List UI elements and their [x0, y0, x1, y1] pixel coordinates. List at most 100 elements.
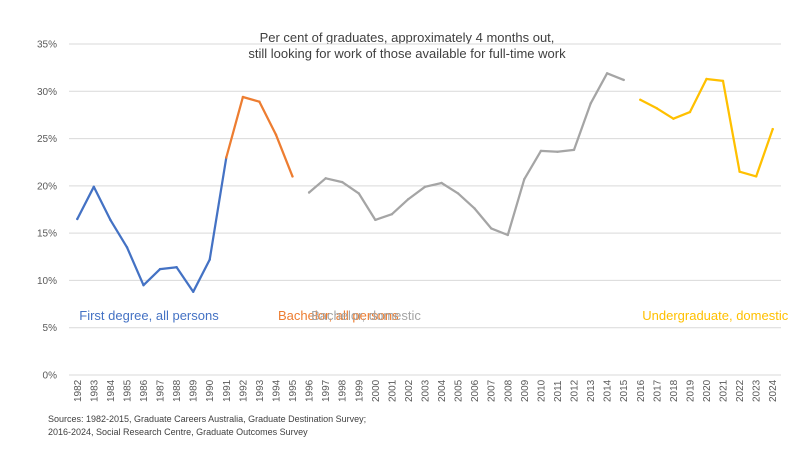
y-tick-label: 20%	[37, 181, 57, 192]
data-point	[771, 127, 774, 131]
x-tick-label: 1982	[73, 379, 84, 402]
data-point	[490, 227, 493, 230]
data-point	[556, 150, 559, 153]
x-tick-label: 1992	[238, 379, 249, 402]
data-point	[324, 177, 327, 180]
y-tick-label: 30%	[37, 87, 57, 98]
gridlines	[69, 43, 781, 376]
y-tick-label: 5%	[43, 323, 58, 334]
data-point	[225, 156, 228, 159]
data-point	[688, 110, 692, 114]
x-tick-label: 2014	[603, 379, 614, 402]
x-tick-label: 1985	[122, 379, 133, 402]
x-tick-label: 1990	[205, 379, 216, 402]
y-tick-label: 15%	[37, 229, 57, 240]
x-tick-label: 2019	[685, 379, 696, 402]
x-tick-label: 1989	[189, 379, 200, 402]
y-tick-label: 35%	[37, 40, 57, 51]
data-point	[374, 218, 377, 222]
x-tick-label: 2011	[553, 380, 564, 402]
data-point	[440, 181, 443, 185]
x-tick-label: 1994	[271, 379, 282, 402]
data-point	[589, 102, 592, 105]
data-point	[407, 197, 410, 201]
x-tick-label: 2020	[702, 379, 713, 402]
sources-line-2: 2016-2024, Social Research Centre, Gradu…	[48, 427, 308, 437]
sources-line-1: Sources: 1982-2015, Graduate Careers Aus…	[48, 414, 367, 424]
series-annotation: Undergraduate, domestic	[642, 308, 788, 323]
data-point	[258, 100, 261, 103]
data-point	[274, 133, 278, 136]
x-tick-label: 2006	[470, 379, 481, 402]
data-point	[175, 266, 178, 269]
data-point	[92, 185, 96, 188]
x-tick-label: 2009	[520, 379, 531, 402]
data-point	[125, 246, 129, 249]
data-point	[655, 107, 658, 110]
data-point	[473, 207, 476, 210]
data-point	[76, 217, 79, 221]
x-tick-label: 2002	[404, 379, 415, 402]
x-tick-label: 2012	[570, 379, 581, 402]
x-axis-ticks: 1982 1983 1984 1985 1986 1987 1988 1989 1990 1991…	[73, 379, 779, 402]
x-tick-label: 2013	[586, 379, 597, 402]
data-point	[672, 117, 675, 120]
series-line-4	[639, 77, 774, 178]
x-tick-label: 1984	[106, 379, 117, 402]
x-tick-label: 2015	[619, 379, 630, 402]
data-point	[423, 185, 427, 188]
series-line-1	[76, 156, 228, 293]
x-tick-label: 1996	[305, 379, 316, 402]
x-tick-label: 2021	[719, 379, 730, 402]
data-point	[539, 149, 543, 153]
chart-title: Per cent of graduates, approximately 4 m…	[248, 30, 566, 61]
x-tick-label: 1986	[139, 379, 150, 402]
y-tick-label: 0%	[43, 371, 58, 382]
data-point	[142, 284, 145, 287]
chart-title-line-2: still looking for work of those availabl…	[248, 46, 566, 61]
series-annotations: First degree, all persons Bachelor, all p…	[79, 308, 788, 323]
data-point	[291, 175, 294, 178]
y-tick-label: 25%	[37, 134, 57, 145]
y-tick-label: 10%	[37, 276, 57, 287]
data-point	[605, 72, 609, 75]
x-tick-label: 2003	[421, 379, 432, 402]
data-point	[390, 213, 394, 216]
x-tick-label: 1987	[156, 379, 167, 402]
data-point	[755, 175, 758, 178]
data-point	[622, 78, 625, 82]
x-tick-label: 2004	[437, 379, 448, 402]
x-tick-label: 2005	[454, 379, 465, 402]
x-tick-label: 2018	[669, 379, 680, 402]
x-tick-label: 2022	[735, 379, 746, 402]
x-tick-label: 1998	[338, 379, 349, 402]
data-point	[705, 77, 708, 81]
x-tick-label: 1991	[222, 379, 233, 402]
x-tick-label: 1993	[255, 379, 266, 402]
data-point	[341, 180, 344, 184]
x-tick-label: 1988	[172, 379, 183, 402]
data-point	[456, 192, 460, 195]
series-annotation: Bachelor, domestic	[311, 308, 421, 323]
series-lines	[76, 72, 774, 293]
data-point	[307, 191, 311, 194]
series-line-2	[225, 95, 294, 178]
x-tick-label: 2008	[503, 379, 514, 402]
data-point	[158, 267, 162, 271]
x-tick-label: 1999	[354, 379, 365, 402]
data-point	[738, 170, 741, 173]
x-tick-label: 2001	[387, 379, 398, 402]
data-point	[109, 218, 112, 222]
series-annotation: First degree, all persons	[79, 308, 219, 323]
data-point	[506, 233, 509, 237]
x-tick-label: 1997	[321, 379, 332, 402]
x-tick-label: 2016	[636, 379, 647, 402]
data-point	[721, 79, 725, 83]
y-axis-ticks: 0% 5% 10% 15% 20% 25% 30% 35%	[37, 40, 57, 382]
data-point	[208, 258, 211, 261]
chart-title-line-1: Per cent of graduates, approximately 4 m…	[260, 30, 555, 45]
x-tick-label: 2000	[371, 379, 382, 402]
x-tick-label: 1983	[89, 379, 100, 402]
